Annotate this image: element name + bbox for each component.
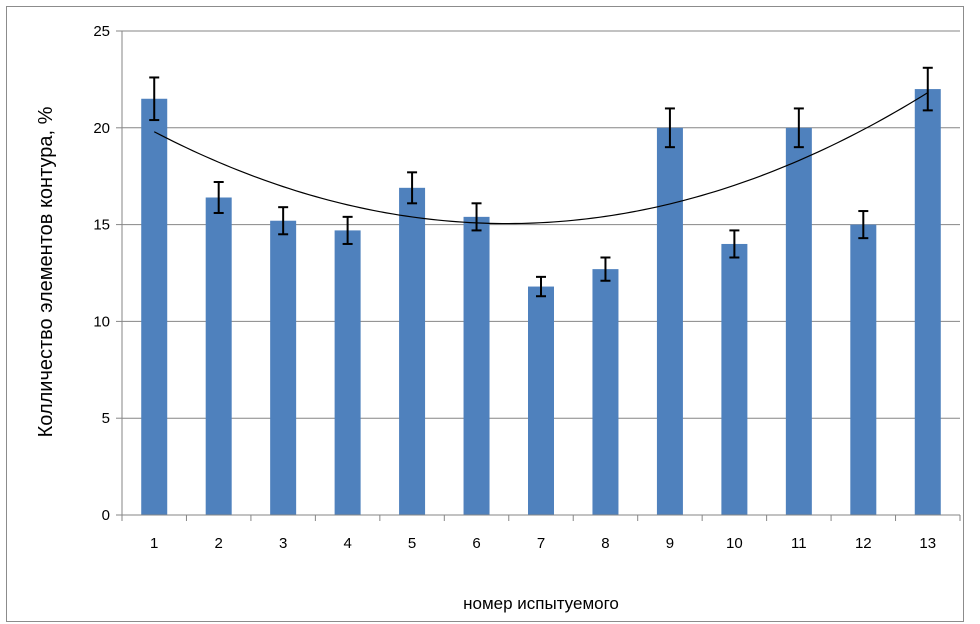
- bar-7: [528, 286, 554, 515]
- x-tick-label-5: 5: [408, 535, 416, 552]
- y-tick-label-25: 25: [93, 23, 110, 40]
- x-tick-label-13: 13: [919, 535, 936, 552]
- bar-5: [399, 187, 426, 516]
- bar-6: [463, 216, 490, 515]
- y-axis-label: Колличество элементов контура, %: [35, 106, 57, 437]
- x-tick-label-1: 1: [150, 535, 158, 552]
- bar-4: [334, 230, 361, 515]
- y-tick-label-10: 10: [93, 313, 110, 330]
- y-tick-label-5: 5: [102, 410, 110, 427]
- bar-8: [592, 269, 619, 515]
- x-tick-label-4: 4: [343, 535, 351, 552]
- y-tick-labels: 0 5 10 15 20 25: [93, 23, 110, 524]
- x-tick-label-8: 8: [601, 535, 609, 552]
- bar-10: [721, 243, 748, 515]
- bar-2: [205, 197, 232, 515]
- bar-9: [656, 127, 683, 516]
- y-tick-label-0: 0: [102, 507, 110, 524]
- bar-13: [914, 89, 941, 515]
- axes: [116, 30, 961, 521]
- bars: [141, 89, 941, 516]
- bar-3: [270, 220, 297, 515]
- y-tick-label-20: 20: [93, 120, 110, 137]
- bar-12: [850, 224, 877, 515]
- x-tick-label-9: 9: [666, 535, 674, 552]
- bar-1: [141, 98, 168, 515]
- x-tick-label-6: 6: [472, 535, 480, 552]
- trendline: [153, 92, 929, 225]
- error-bars: [149, 66, 933, 298]
- x-tick-labels: 1 2 3 4 5 6 7 8 9 10 11 12 13: [150, 535, 936, 552]
- x-tick-label-7: 7: [537, 535, 545, 552]
- x-axis-label: номер испытуемого: [463, 594, 619, 613]
- x-tick-label-3: 3: [279, 535, 287, 552]
- x-tick-label-2: 2: [215, 535, 223, 552]
- x-tick-label-12: 12: [855, 535, 872, 552]
- x-tick-label-10: 10: [726, 535, 743, 552]
- x-tick-label-11: 11: [791, 535, 807, 552]
- bar-11: [785, 127, 812, 516]
- y-tick-label-15: 15: [93, 217, 110, 234]
